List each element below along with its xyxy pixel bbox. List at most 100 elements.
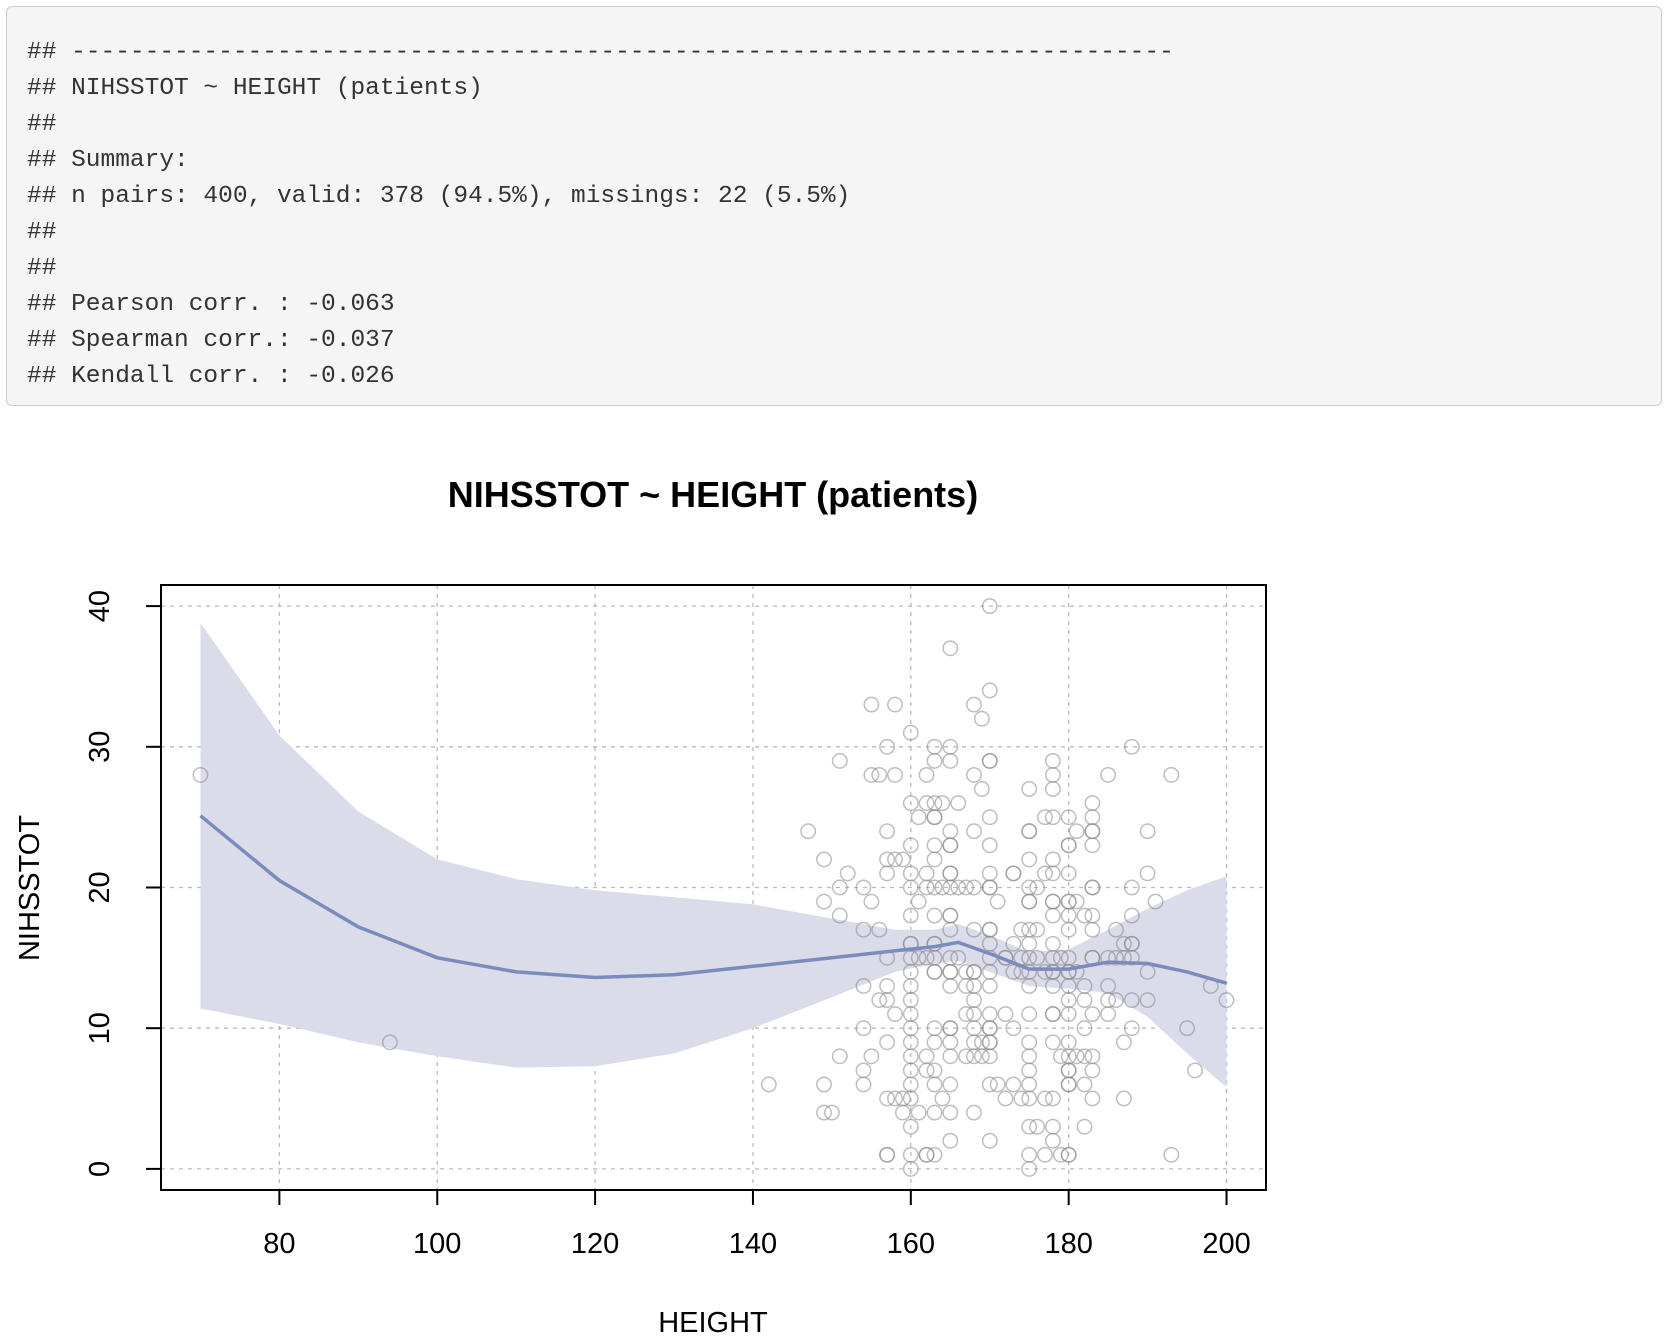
data-point bbox=[973, 1048, 990, 1065]
data-point bbox=[934, 795, 951, 812]
data-point bbox=[981, 921, 998, 938]
data-point bbox=[1037, 865, 1053, 882]
data-point bbox=[192, 766, 209, 783]
data-point bbox=[1076, 1048, 1093, 1065]
data-point bbox=[981, 1048, 998, 1065]
data-point bbox=[816, 893, 832, 910]
data-point bbox=[831, 907, 848, 924]
data-point bbox=[1044, 907, 1061, 924]
data-point bbox=[1076, 1076, 1093, 1093]
data-point bbox=[1218, 992, 1235, 1009]
data-point bbox=[1037, 1146, 1053, 1163]
data-point bbox=[1005, 935, 1022, 952]
data-point bbox=[863, 696, 880, 713]
data-point bbox=[910, 949, 927, 966]
data-point bbox=[966, 1104, 982, 1121]
data-point bbox=[381, 1034, 398, 1051]
x-tick-label: 140 bbox=[729, 1228, 777, 1260]
data-point bbox=[871, 992, 888, 1009]
data-point bbox=[981, 978, 998, 994]
data-point bbox=[966, 992, 982, 1009]
data-point bbox=[1044, 809, 1061, 826]
data-point bbox=[1108, 949, 1124, 966]
data-point bbox=[1044, 1090, 1061, 1107]
data-point bbox=[887, 766, 903, 783]
data-point bbox=[942, 823, 959, 840]
data-point bbox=[918, 1062, 935, 1079]
data-point bbox=[902, 1118, 919, 1135]
data-point bbox=[1021, 1160, 1038, 1177]
data-point bbox=[926, 1034, 943, 1051]
data-point bbox=[1021, 1118, 1038, 1135]
data-point bbox=[879, 738, 896, 755]
data-point bbox=[926, 1146, 943, 1163]
data-point bbox=[902, 1160, 919, 1177]
data-points bbox=[192, 598, 1235, 1177]
data-point bbox=[1021, 851, 1038, 868]
data-point bbox=[1044, 893, 1061, 910]
data-point bbox=[926, 879, 943, 896]
console-line: ## bbox=[27, 255, 57, 282]
data-point bbox=[1100, 1006, 1117, 1023]
data-point bbox=[1084, 1062, 1101, 1079]
chart-title: NIHSSTOT ~ HEIGHT (patients) bbox=[448, 474, 978, 515]
data-point bbox=[1021, 1090, 1038, 1107]
data-point bbox=[902, 907, 919, 924]
data-point bbox=[1060, 837, 1077, 854]
data-point bbox=[1060, 809, 1077, 826]
data-point bbox=[1044, 1132, 1061, 1149]
data-point bbox=[966, 879, 982, 896]
data-point bbox=[926, 1104, 943, 1121]
data-point bbox=[942, 879, 959, 896]
data-point bbox=[926, 1076, 943, 1093]
data-point bbox=[831, 752, 848, 769]
data-point bbox=[879, 1146, 896, 1163]
data-point bbox=[902, 837, 919, 854]
data-point bbox=[1123, 907, 1140, 924]
data-point bbox=[839, 865, 856, 882]
data-point bbox=[942, 752, 959, 769]
data-point bbox=[1052, 1146, 1069, 1163]
smooth-line-path bbox=[199, 814, 1227, 985]
x-axis-label: HEIGHT bbox=[658, 1307, 768, 1339]
data-point bbox=[1076, 1118, 1093, 1135]
data-point bbox=[1139, 992, 1156, 1009]
data-point bbox=[1139, 823, 1156, 840]
data-point bbox=[1084, 1090, 1101, 1107]
data-point bbox=[1163, 1146, 1180, 1163]
data-point bbox=[1044, 1118, 1061, 1135]
data-point bbox=[981, 752, 998, 769]
data-point bbox=[910, 1104, 927, 1121]
smooth-line bbox=[199, 814, 1227, 985]
console-line: ## Spearman corr.: -0.037 bbox=[27, 327, 395, 354]
data-point bbox=[879, 978, 896, 994]
data-point bbox=[1005, 865, 1022, 882]
data-point bbox=[981, 682, 998, 699]
data-point bbox=[1021, 1048, 1038, 1065]
data-point bbox=[1037, 809, 1053, 826]
data-point bbox=[981, 809, 998, 826]
console-line: ## -------------------------------------… bbox=[27, 39, 1174, 66]
y-tick-label: 40 bbox=[84, 590, 116, 622]
data-point bbox=[1100, 766, 1117, 783]
data-point bbox=[863, 893, 880, 910]
data-point bbox=[1013, 1090, 1030, 1107]
data-point bbox=[981, 837, 998, 854]
x-tick-label: 120 bbox=[571, 1228, 619, 1260]
data-point bbox=[871, 921, 888, 938]
data-point bbox=[942, 1048, 959, 1065]
data-point bbox=[902, 795, 919, 812]
data-point bbox=[1044, 752, 1061, 769]
data-point bbox=[1084, 795, 1101, 812]
data-point bbox=[926, 809, 943, 826]
data-point bbox=[887, 851, 903, 868]
data-point bbox=[934, 879, 951, 896]
x-tick-label: 180 bbox=[1044, 1228, 1092, 1260]
data-point bbox=[966, 766, 982, 783]
y-axis: 0 10 20 30 40 bbox=[84, 590, 161, 1177]
data-point bbox=[800, 823, 817, 840]
data-point bbox=[823, 1104, 840, 1121]
data-point bbox=[1068, 963, 1085, 980]
data-point bbox=[1076, 907, 1093, 924]
data-point bbox=[910, 893, 927, 910]
